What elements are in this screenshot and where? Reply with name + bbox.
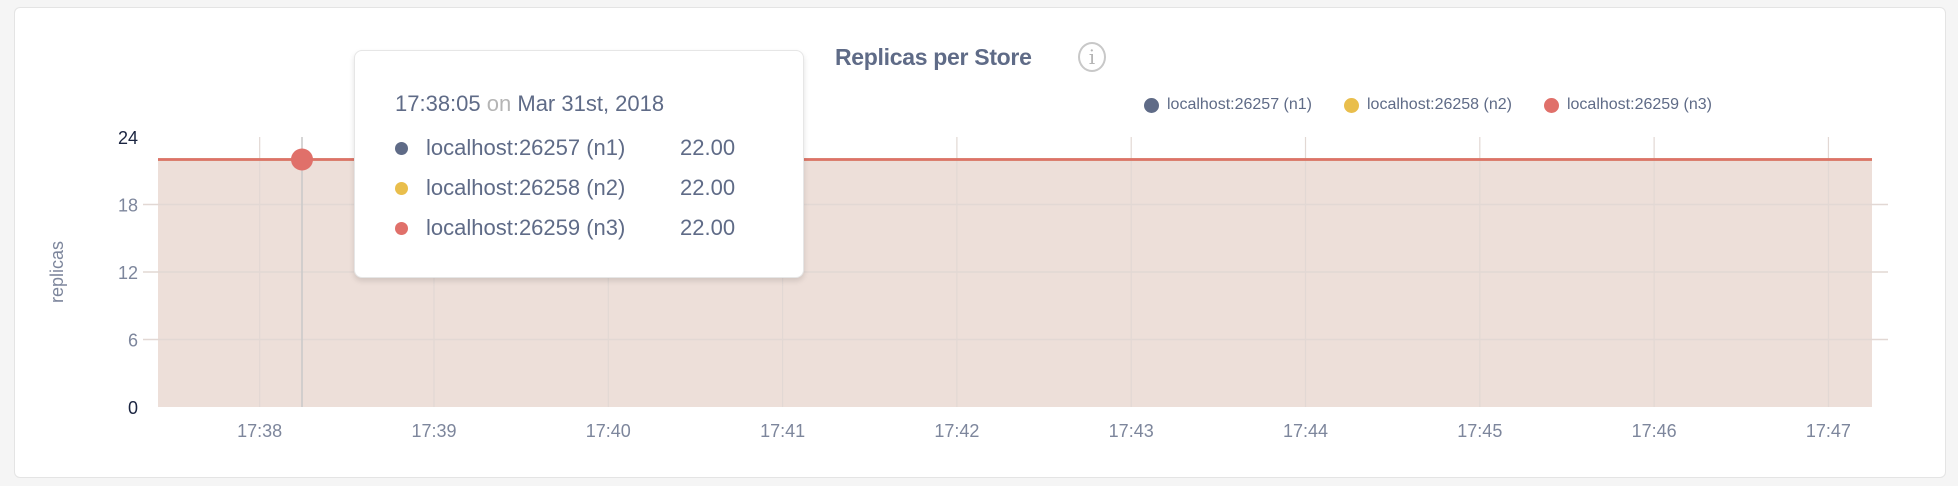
legend-item-n2[interactable]: localhost:26258 (n2) <box>1343 96 1512 114</box>
legend-label: localhost:26259 (n3) <box>1566 96 1712 113</box>
series-dot-icon <box>395 221 408 235</box>
series-dot-icon <box>395 181 408 195</box>
tooltip-date: Mar 31st, 2018 <box>517 91 665 116</box>
x-tick-label: 17:45 <box>1457 421 1502 441</box>
x-tick-label: 17:38 <box>237 421 282 441</box>
x-tick-label: 17:42 <box>934 421 979 441</box>
tooltip-row-value: 22.00 <box>680 175 736 200</box>
tooltip: 17:38:05 on Mar 31st, 2018 localhost:262… <box>354 50 804 278</box>
chart-title: Replicas per Store <box>835 44 1032 70</box>
y-axis-title: replicas <box>47 241 67 303</box>
y-tick-label: 6 <box>128 331 138 351</box>
tooltip-row-label: localhost:26259 (n3) <box>426 215 626 240</box>
x-tick-label: 17:46 <box>1632 421 1677 441</box>
info-icon[interactable]: i <box>1078 42 1106 72</box>
x-tick-label: 17:47 <box>1806 421 1851 441</box>
y-tick-label: 0 <box>128 398 138 418</box>
legend-dot-icon <box>1144 97 1159 113</box>
series-dot-icon <box>395 141 408 155</box>
legend-item-n1[interactable]: localhost:26257 (n1) <box>1144 96 1312 114</box>
tooltip-row-n2: localhost:26258 (n2) 22.00 <box>395 175 735 201</box>
tooltip-row-n1: localhost:26257 (n1) 22.00 <box>395 135 735 161</box>
tooltip-header: 17:38:05 on Mar 31st, 2018 <box>395 91 664 117</box>
legend-label: localhost:26258 (n2) <box>1366 96 1512 113</box>
y-tick-label: 18 <box>118 196 138 216</box>
tooltip-on: on <box>486 91 512 116</box>
y-tick-label: 12 <box>118 263 138 283</box>
tooltip-row-label: localhost:26257 (n1) <box>426 135 626 160</box>
hover-point <box>291 148 313 171</box>
x-tick-label: 17:41 <box>760 421 805 441</box>
x-tick-label: 17:43 <box>1109 421 1154 441</box>
tooltip-row-n3: localhost:26259 (n3) 22.00 <box>395 215 735 241</box>
tooltip-row-value: 22.00 <box>680 215 736 240</box>
y-tick-label: 24 <box>118 128 138 148</box>
x-tick-label: 17:39 <box>411 421 456 441</box>
tooltip-row-label: localhost:26258 (n2) <box>426 175 626 200</box>
legend: localhost:26257 (n1) localhost:26258 (n2… <box>1144 96 1712 114</box>
legend-dot-icon <box>1343 97 1359 113</box>
x-tick-label: 17:44 <box>1283 421 1328 441</box>
tooltip-time: 17:38:05 <box>395 91 481 116</box>
tooltip-row-value: 22.00 <box>680 135 736 160</box>
legend-item-n3[interactable]: localhost:26259 (n3) <box>1543 96 1712 114</box>
legend-label: localhost:26257 (n1) <box>1167 96 1312 113</box>
x-tick-label: 17:40 <box>586 421 631 441</box>
legend-dot-icon <box>1543 97 1559 113</box>
